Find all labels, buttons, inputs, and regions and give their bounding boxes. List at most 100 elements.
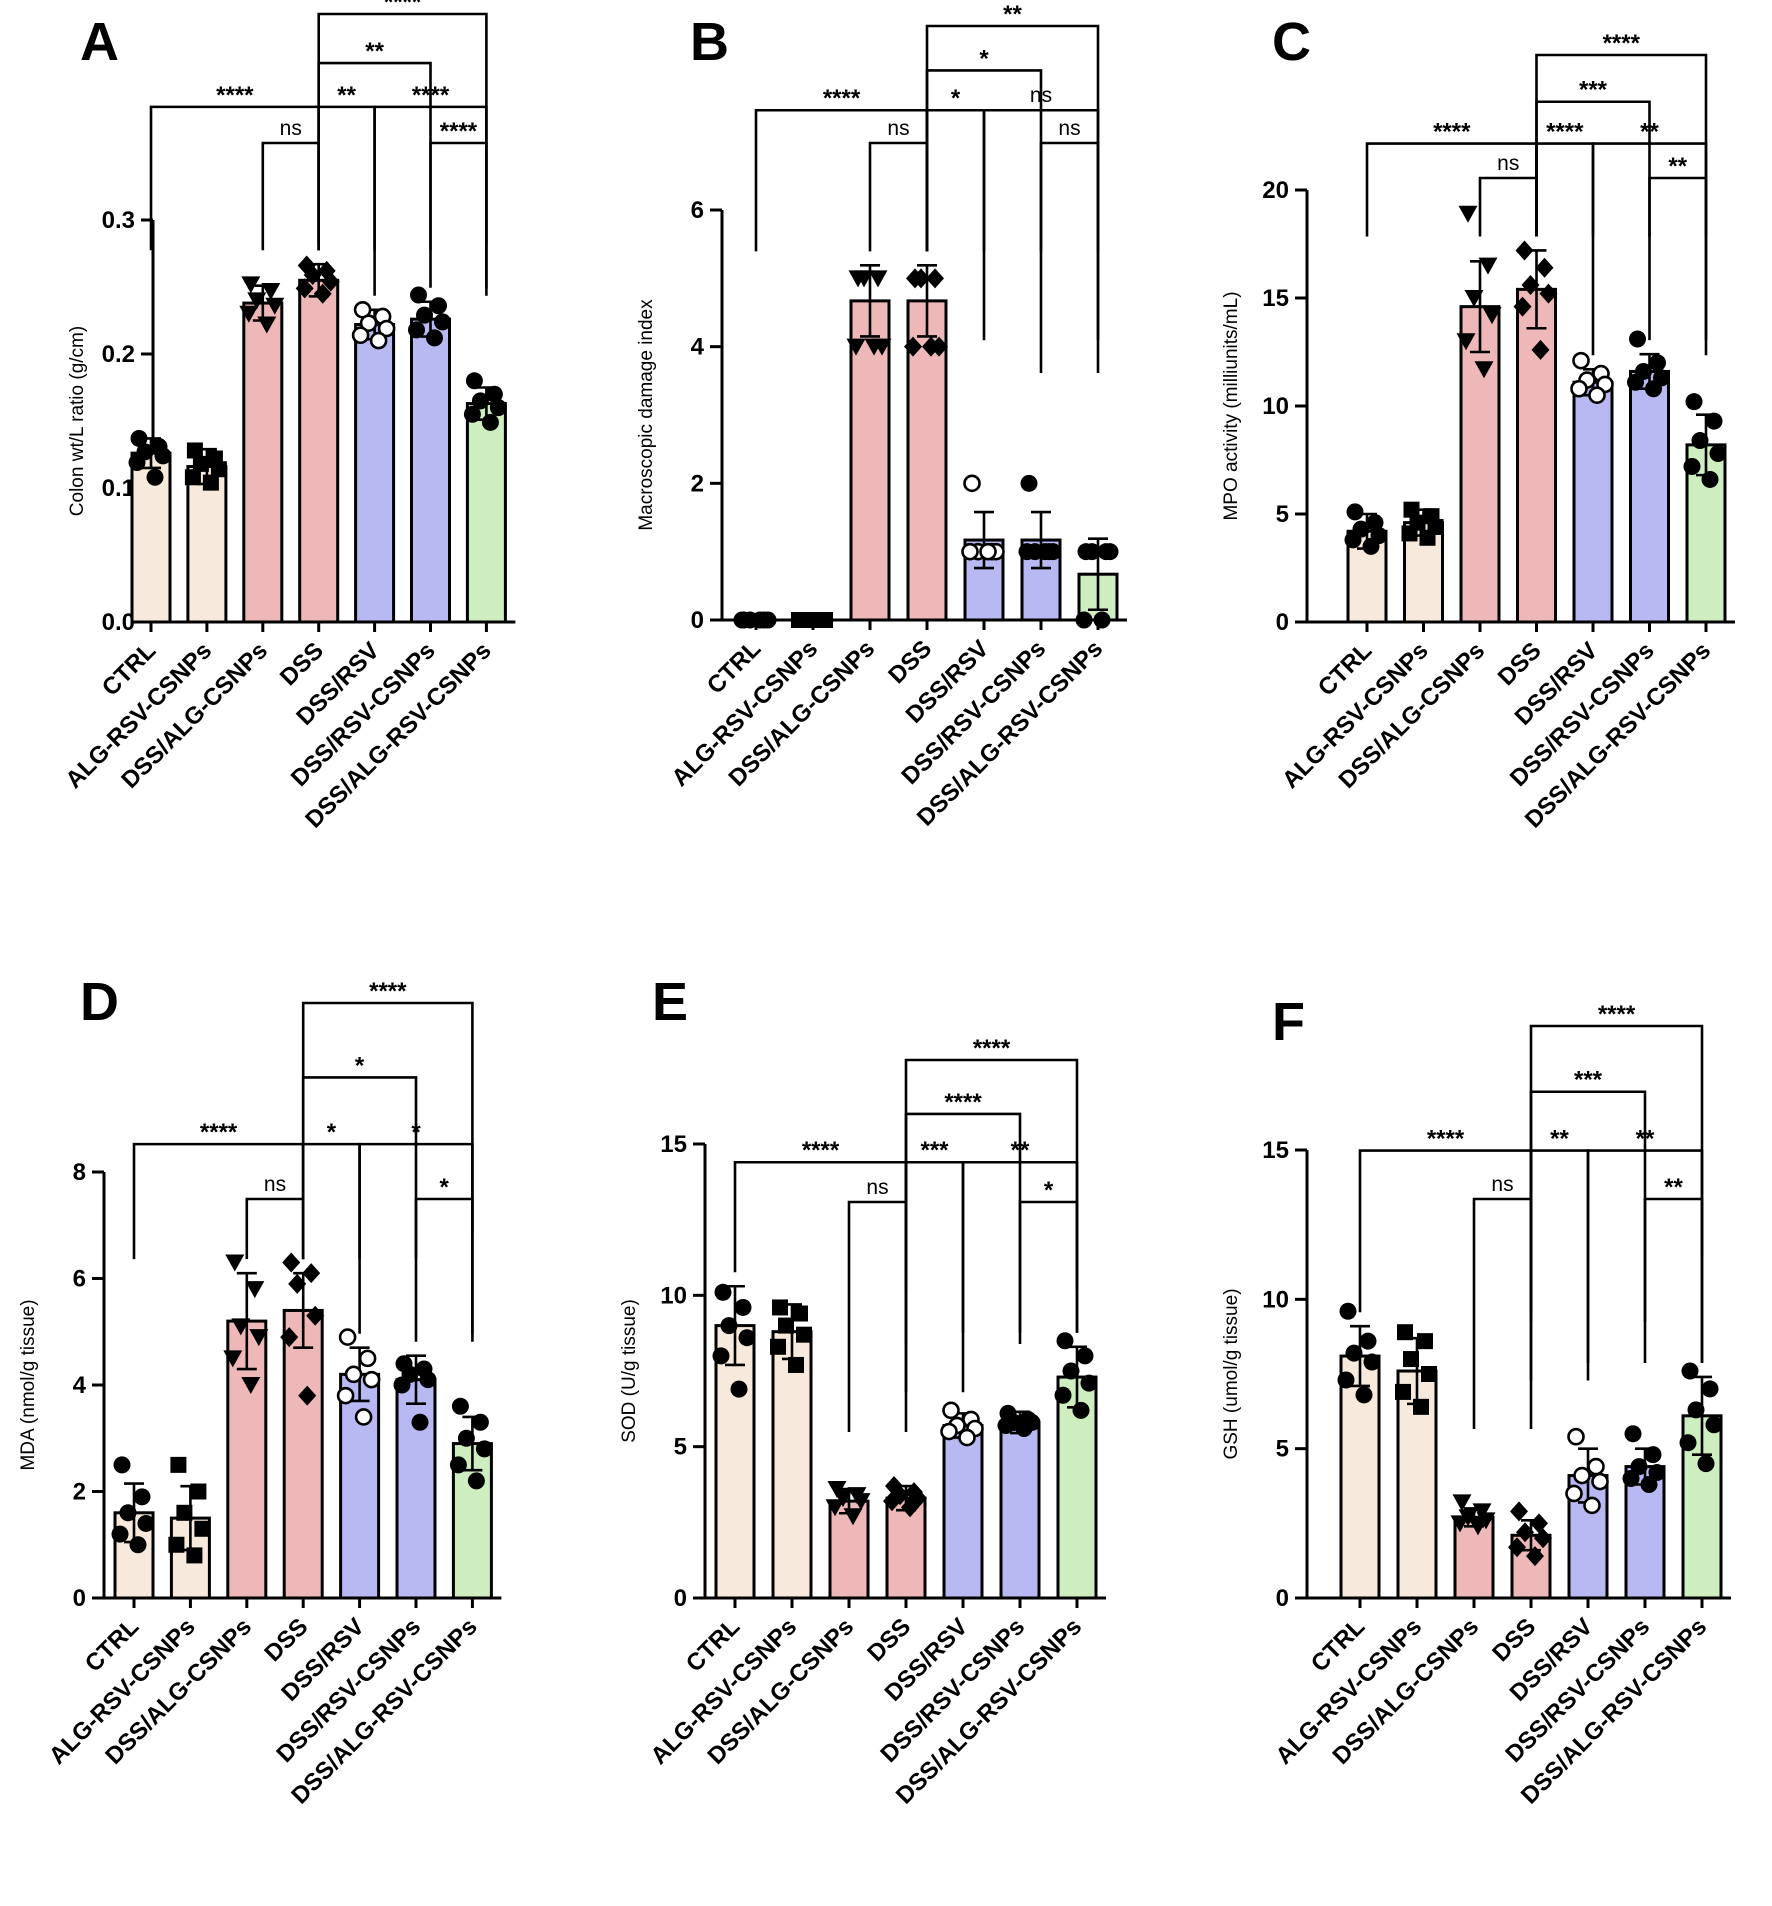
significance-bracket <box>414 1197 474 1342</box>
data-point <box>192 455 209 472</box>
significance-label: *** <box>920 1137 949 1164</box>
significance-bracket <box>301 1142 361 1260</box>
bar <box>942 1423 984 1600</box>
significance-label: **** <box>1546 119 1584 146</box>
data-point <box>362 1370 381 1389</box>
data-point <box>257 316 277 334</box>
data-point <box>1709 445 1727 463</box>
bar <box>1516 287 1557 624</box>
data-point <box>1588 386 1606 405</box>
data-point <box>1474 361 1494 379</box>
data-point <box>408 321 425 339</box>
y-tick-label: 0.3 <box>102 207 135 234</box>
significance-bracket <box>847 1200 908 1432</box>
data-point <box>113 1456 131 1474</box>
significance-bracket <box>1472 1197 1533 1429</box>
data-point <box>833 1490 853 1508</box>
data-point <box>1683 457 1701 475</box>
significance-label: * <box>440 1174 450 1201</box>
data-point <box>770 1338 786 1355</box>
significance-bracket <box>261 141 320 251</box>
significance-label: **** <box>440 118 478 145</box>
data-point <box>467 1472 485 1490</box>
data-point <box>1591 1472 1609 1491</box>
data-point <box>1572 351 1590 370</box>
data-point <box>449 1456 467 1474</box>
y-tick-label: 5 <box>674 1434 687 1461</box>
data-point <box>940 1422 958 1441</box>
y-tick-label: 4 <box>691 334 705 361</box>
y-tick-label: 6 <box>73 1266 86 1293</box>
data-point <box>1679 1434 1697 1452</box>
data-point <box>481 413 499 431</box>
significance-label: **** <box>216 82 254 109</box>
data-point <box>1056 1332 1074 1350</box>
significance-label: **** <box>1603 30 1641 57</box>
data-point <box>1567 1427 1585 1446</box>
significance-label: * <box>979 45 989 72</box>
data-point <box>1534 1528 1552 1549</box>
data-point <box>1076 1347 1094 1365</box>
significance-bracket <box>1535 142 1595 237</box>
data-point <box>1020 474 1038 492</box>
data-point <box>1685 393 1703 411</box>
y-tick-label: 0.0 <box>102 609 135 636</box>
data-point <box>451 1397 469 1415</box>
data-point <box>730 1380 748 1398</box>
data-point <box>1583 1496 1601 1515</box>
data-point <box>393 1376 411 1394</box>
y-tick-label: 0.1 <box>102 475 135 502</box>
bar <box>999 1420 1041 1600</box>
panel-letter: B <box>690 12 729 72</box>
significance-bracket <box>1039 141 1100 373</box>
data-point <box>1344 531 1362 549</box>
data-point <box>170 1456 187 1473</box>
data-point <box>979 542 997 561</box>
data-point <box>303 264 322 285</box>
y-tick-label: 0 <box>1276 1585 1289 1612</box>
data-point <box>912 268 930 289</box>
data-point <box>137 1514 155 1532</box>
data-point <box>1587 1457 1605 1476</box>
data-point <box>1573 1466 1591 1485</box>
significance-bracket <box>904 1058 1079 1290</box>
data-point <box>1359 1332 1377 1350</box>
data-point <box>411 1413 429 1431</box>
significance-label: **** <box>369 978 407 1005</box>
data-point <box>1346 503 1364 521</box>
significance-label: **** <box>1598 1001 1636 1028</box>
significance-label: **** <box>200 1119 238 1146</box>
data-point <box>430 297 447 315</box>
significance-label: *** <box>1579 77 1608 104</box>
data-point <box>111 1525 129 1543</box>
y-tick-label: 2 <box>691 470 704 497</box>
bar <box>1459 305 1501 624</box>
significance-label: ** <box>337 82 356 109</box>
significance-label: ns <box>1497 152 1519 175</box>
data-point <box>133 1488 151 1506</box>
data-point <box>1482 307 1502 325</box>
data-point <box>751 611 769 629</box>
bar <box>714 1324 756 1600</box>
data-point <box>1075 611 1093 629</box>
data-point <box>997 1416 1015 1434</box>
data-point <box>1565 1484 1583 1503</box>
data-point <box>1419 529 1436 546</box>
data-point <box>295 278 314 299</box>
data-point <box>265 297 285 315</box>
data-point <box>1413 1398 1429 1415</box>
data-point <box>313 283 332 304</box>
y-tick-label: 10 <box>1262 1286 1289 1313</box>
significance-label: ** <box>1668 153 1687 180</box>
data-point <box>796 1326 812 1343</box>
data-point <box>843 1508 863 1526</box>
data-point <box>1640 1476 1658 1494</box>
data-point <box>1464 290 1484 307</box>
data-point <box>475 1440 493 1458</box>
data-point <box>1508 1537 1526 1558</box>
data-point <box>1355 1386 1373 1404</box>
